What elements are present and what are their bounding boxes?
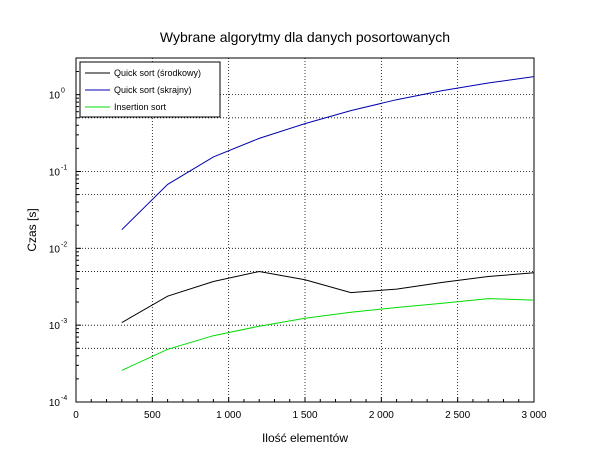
y-tick-label: 10: [49, 321, 61, 332]
x-tick-label: 2 500: [445, 410, 470, 421]
x-tick-label: 1 500: [292, 410, 317, 421]
series-lines: [121, 76, 535, 371]
y-tick-label: 10: [49, 91, 61, 102]
y-tick-exponent: -2: [61, 241, 67, 248]
series-line-0: [121, 270, 535, 324]
y-tick-exponent: 0: [61, 88, 65, 95]
legend-label: Quick sort (środkowy): [114, 68, 201, 78]
y-axis-title: Czas [s]: [25, 208, 39, 251]
series-line-1: [121, 76, 535, 231]
chart-title: Wybrane algorytmy dla danych posortowany…: [160, 29, 450, 45]
x-tick-label: 0: [73, 410, 79, 421]
y-tick-exponent: -3: [61, 318, 67, 325]
y-tick-exponent: -1: [61, 164, 67, 171]
legend: Quick sort (środkowy) Quick sort (skrajny…: [79, 61, 221, 118]
y-tick-label: 10: [49, 244, 61, 255]
x-tick-label: 500: [144, 410, 161, 421]
legend-label: Quick sort (skrajny): [114, 85, 192, 95]
y-tick-label: 10: [49, 167, 61, 178]
y-tick-exponent: -4: [61, 395, 67, 402]
x-axis-title: Ilość elementów: [262, 431, 348, 445]
y-tick-label: 10: [49, 398, 61, 409]
x-tick-label: 3 000: [521, 410, 546, 421]
legend-label: Insertion sort: [114, 102, 167, 112]
x-tick-label: 1 000: [216, 410, 241, 421]
grid: [76, 58, 534, 402]
series-line-2: [121, 298, 535, 371]
x-tick-label: 2 000: [369, 410, 394, 421]
